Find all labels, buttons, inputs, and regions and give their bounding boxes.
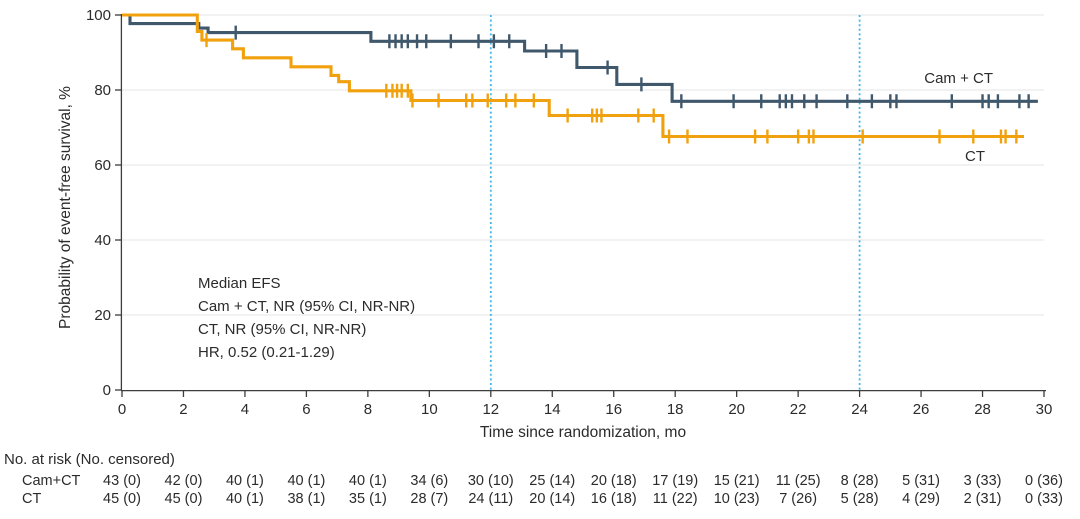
x-tick-label: 2 (179, 401, 187, 418)
y-axis-title: Probability of event-free survival, % (57, 86, 74, 329)
y-tick-label: 80 (94, 82, 111, 99)
series-cam-ct-line (122, 13, 1038, 103)
risk-row-label-cam-ct: Cam+CT (22, 473, 81, 489)
risk-cell-cam-ct-t2: 42 (0) (165, 473, 203, 489)
y-tick-label: 100 (86, 7, 111, 24)
annotation-line-0: Median EFS (198, 275, 281, 292)
x-tick-label: 26 (913, 401, 930, 418)
risk-cell-cam-ct-t6: 40 (1) (287, 473, 325, 489)
x-tick-label: 16 (605, 401, 622, 418)
x-tick-label: 4 (241, 401, 249, 418)
risk-cell-ct-t24: 5 (28) (841, 491, 879, 507)
y-tick-label: 20 (94, 307, 111, 324)
annotation-line-1: Cam + CT, NR (95% CI, NR-NR) (198, 298, 415, 315)
x-tick-label: 10 (421, 401, 438, 418)
x-tick-label: 8 (364, 401, 372, 418)
x-tick-label: 30 (1036, 401, 1053, 418)
risk-cell-ct-t4: 40 (1) (226, 491, 264, 507)
x-tick-label: 18 (667, 401, 684, 418)
risk-cell-cam-ct-t26: 5 (31) (902, 473, 940, 489)
curve-label-cam-ct: Cam + CT (924, 70, 993, 87)
x-tick-label: 24 (851, 401, 868, 418)
risk-cell-ct-t10: 28 (7) (410, 491, 448, 507)
x-axis-title: Time since randomization, mo (480, 424, 686, 441)
annotation-line-2: CT, NR (95% CI, NR-NR) (198, 321, 366, 338)
risk-cell-ct-t6: 38 (1) (287, 491, 325, 507)
risk-table-header: No. at risk (No. censored) (4, 451, 175, 468)
risk-cell-cam-ct-t0: 43 (0) (103, 473, 141, 489)
x-tick-label: 22 (790, 401, 807, 418)
risk-cell-ct-t20: 10 (23) (714, 491, 760, 507)
annotation-line-3: HR, 0.52 (0.21-1.29) (198, 344, 335, 361)
risk-cell-cam-ct-t24: 8 (28) (841, 473, 879, 489)
risk-cell-cam-ct-t16: 20 (18) (591, 473, 637, 489)
risk-cell-cam-ct-t28: 3 (33) (964, 473, 1002, 489)
risk-cell-cam-ct-t12: 30 (10) (468, 473, 514, 489)
x-tick-label: 14 (544, 401, 561, 418)
risk-cell-cam-ct-t20: 15 (21) (714, 473, 760, 489)
risk-cell-ct-t22: 7 (26) (779, 491, 817, 507)
y-tick-label: 60 (94, 157, 111, 174)
x-tick-label: 28 (974, 401, 991, 418)
risk-cell-ct-t8: 35 (1) (349, 491, 387, 507)
x-tick-label: 0 (118, 401, 126, 418)
x-tick-label: 12 (482, 401, 499, 418)
risk-cell-cam-ct-t18: 17 (19) (652, 473, 698, 489)
series-ct-line (122, 13, 1024, 139)
y-tick-label: 40 (94, 232, 111, 249)
risk-row-label-ct: CT (22, 491, 41, 507)
risk-cell-ct-t0: 45 (0) (103, 491, 141, 507)
risk-cell-ct-t26: 4 (29) (902, 491, 940, 507)
risk-cell-ct-t16: 16 (18) (591, 491, 637, 507)
risk-cell-ct-t30: 0 (33) (1025, 491, 1063, 507)
x-tick-label: 6 (302, 401, 310, 418)
risk-cell-ct-t2: 45 (0) (165, 491, 203, 507)
risk-cell-ct-t12: 24 (11) (468, 491, 513, 507)
risk-cell-cam-ct-t8: 40 (1) (349, 473, 387, 489)
x-tick-label: 20 (728, 401, 745, 418)
risk-cell-ct-t18: 11 (22) (653, 491, 698, 507)
curve-label-ct: CT (965, 148, 985, 165)
risk-cell-cam-ct-t4: 40 (1) (226, 473, 264, 489)
y-tick-label: 0 (103, 382, 111, 399)
risk-cell-cam-ct-t22: 11 (25) (776, 473, 821, 489)
risk-cell-ct-t14: 20 (14) (529, 491, 575, 507)
risk-cell-cam-ct-t14: 25 (14) (529, 473, 575, 489)
risk-cell-cam-ct-t30: 0 (36) (1025, 473, 1063, 489)
risk-cell-cam-ct-t10: 34 (6) (410, 473, 448, 489)
risk-cell-ct-t28: 2 (31) (964, 491, 1002, 507)
